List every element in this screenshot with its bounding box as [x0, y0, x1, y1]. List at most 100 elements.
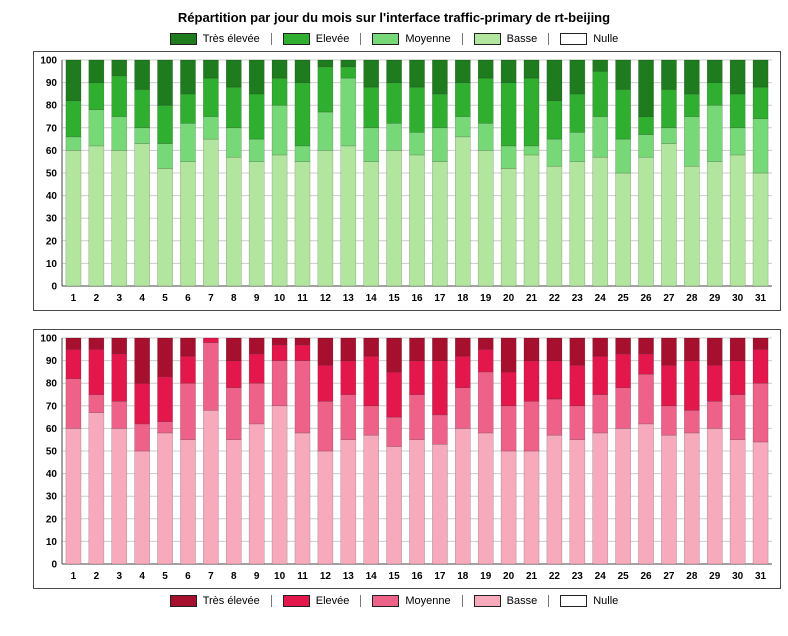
- bar-segment: [65, 349, 82, 379]
- bar-segment: [477, 349, 494, 373]
- legend-item-tres-elevee: Très élevée: [159, 33, 271, 45]
- bar-segment: [386, 371, 402, 418]
- bar-segment: [500, 371, 517, 407]
- bar-segment: [454, 136, 471, 287]
- bar-segment: [317, 150, 334, 287]
- bar-segment: [248, 59, 265, 95]
- legend-label-elevee: Elevée: [315, 595, 350, 607]
- bar-segment: [661, 127, 677, 144]
- bar-segment: [706, 428, 723, 565]
- bar-segment: [546, 138, 563, 167]
- bar-segment: [317, 401, 334, 452]
- bar-segment: [409, 337, 425, 361]
- y-axis-tick-label: 10: [46, 537, 58, 548]
- bar-segment: [203, 410, 219, 565]
- x-axis-tick-label: 6: [185, 293, 191, 304]
- bar-segment: [546, 398, 563, 436]
- bar-segment: [500, 168, 517, 287]
- bar-segment: [752, 118, 769, 174]
- bar-segment: [684, 432, 700, 565]
- x-axis-tick-label: 4: [139, 571, 145, 582]
- y-axis-tick-label: 70: [46, 123, 58, 134]
- bar-segment: [386, 123, 402, 151]
- x-axis-tick-label: 28: [686, 571, 698, 582]
- bar-segment: [477, 77, 494, 124]
- x-axis-tick-label: 28: [686, 293, 698, 304]
- bar-segment: [546, 165, 563, 287]
- bar-segment: [65, 378, 82, 429]
- legend-label-moyenne: Moyenne: [405, 595, 451, 607]
- x-axis-tick-label: 13: [343, 571, 355, 582]
- bar-segment: [88, 82, 105, 110]
- bar-segment: [752, 86, 769, 120]
- x-axis-tick-label: 15: [389, 293, 401, 304]
- legend-swatch-moyenne: [372, 33, 400, 45]
- bar-segment: [203, 342, 219, 411]
- x-axis-tick-label: 23: [572, 571, 584, 582]
- x-axis-tick-label: 31: [755, 293, 767, 304]
- legend-item-elevee: Elevée: [270, 33, 361, 45]
- bar-segment: [638, 59, 654, 117]
- bar-segment: [294, 82, 311, 147]
- bar-segment: [225, 127, 242, 158]
- bar-segment: [729, 154, 746, 287]
- bar-segment: [88, 412, 105, 565]
- bar-segment: [454, 82, 471, 117]
- bar-segment: [271, 405, 288, 565]
- x-axis-tick-label: 12: [320, 571, 332, 582]
- bar-segment: [111, 401, 128, 429]
- bar-segment: [684, 59, 700, 95]
- x-axis-tick-label: 25: [618, 293, 630, 304]
- x-axis-tick-label: 7: [208, 571, 214, 582]
- bar-segment: [638, 423, 654, 565]
- bar-segment: [340, 439, 357, 565]
- bar-segment: [432, 443, 448, 565]
- bar-segment: [294, 344, 311, 361]
- bar-segment: [248, 423, 265, 565]
- legend-swatch-basse: [473, 595, 501, 607]
- bar-segment: [180, 382, 196, 440]
- bar-segment: [477, 150, 494, 287]
- y-axis-tick-label: 70: [46, 401, 58, 412]
- bar-segment: [638, 156, 654, 287]
- bar-segment: [340, 59, 357, 68]
- legend-swatch-elevee: [282, 33, 310, 45]
- bar-segment: [661, 59, 677, 90]
- bar-segment: [523, 450, 540, 565]
- bar-segment: [706, 59, 723, 83]
- bar-segment: [340, 145, 357, 287]
- bar-segment: [88, 59, 105, 83]
- x-axis-tick-label: 27: [663, 293, 675, 304]
- bar-segment: [454, 387, 471, 429]
- x-axis-tick-label: 31: [755, 571, 767, 582]
- bar-segment: [523, 145, 540, 156]
- x-axis-tick-label: 11: [297, 293, 308, 304]
- x-axis-tick-label: 3: [116, 293, 122, 304]
- y-axis-tick-label: 50: [46, 169, 58, 180]
- y-axis-tick-label: 90: [46, 78, 58, 89]
- bar-segment: [65, 136, 82, 151]
- bar-segment: [615, 89, 631, 140]
- bar-segment: [340, 394, 357, 440]
- bar-segment: [157, 143, 173, 169]
- bar-segment: [546, 337, 563, 361]
- bar-segment: [409, 86, 425, 133]
- bar-segment: [546, 59, 563, 101]
- bar-segment: [225, 387, 242, 440]
- y-axis-tick-label: 80: [46, 379, 58, 390]
- x-axis-tick-label: 14: [366, 571, 378, 582]
- bar-segment: [477, 59, 494, 79]
- bar-segment: [386, 337, 402, 373]
- bar-segment: [500, 337, 517, 373]
- bar-segment: [271, 77, 288, 106]
- bar-segment: [432, 127, 448, 162]
- bar-segment: [317, 364, 334, 402]
- bar-segment: [248, 93, 265, 140]
- bar-segment: [271, 337, 288, 346]
- bar-segment: [615, 172, 631, 287]
- bar-segment: [225, 156, 242, 287]
- bar-segment: [317, 111, 334, 151]
- bar-segment: [684, 337, 700, 361]
- x-axis-tick-label: 9: [254, 571, 260, 582]
